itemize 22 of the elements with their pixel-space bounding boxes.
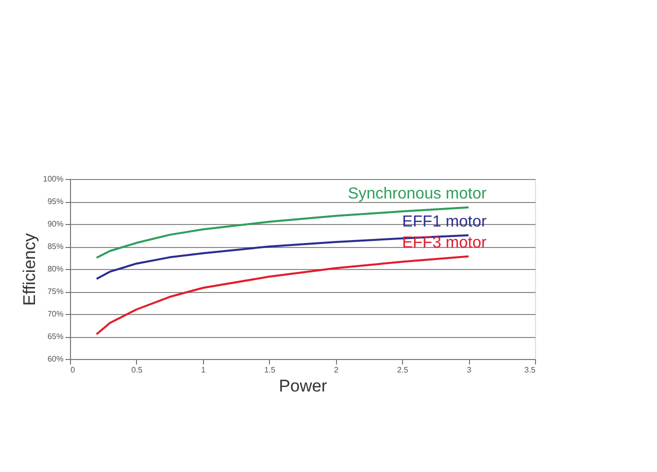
line-series: [96, 255, 470, 336]
y-tick-label: 95%: [47, 197, 64, 206]
y-tick-label: 80%: [47, 264, 64, 274]
series-label: EFF3 motor: [402, 234, 488, 252]
series-label: Synchronous motor: [348, 185, 488, 202]
y-tick-label: 90%: [47, 220, 64, 228]
y-tick-label: 60%: [47, 354, 64, 364]
x-tick-label: 3.5: [524, 366, 536, 374]
y-axis-title: Efficiency: [20, 232, 40, 306]
y-tick-label: 100%: [43, 174, 64, 184]
x-tick-label: 2.5: [397, 366, 409, 374]
x-tick-label: 3: [466, 366, 472, 374]
y-tick-label: 75%: [47, 287, 64, 296]
x-tick-label: 1: [201, 366, 206, 374]
x-axis-title: Power: [278, 376, 328, 396]
x-tick-label: 1.5: [264, 366, 276, 374]
y-tick-label: 70%: [47, 310, 64, 318]
y-tick-label: 65%: [47, 332, 64, 341]
x-tick-label: 2: [334, 366, 339, 374]
x-tick-label: 0: [70, 366, 76, 374]
x-tick-label: 0.5: [131, 366, 144, 374]
y-tick-label: 85%: [47, 242, 64, 251]
